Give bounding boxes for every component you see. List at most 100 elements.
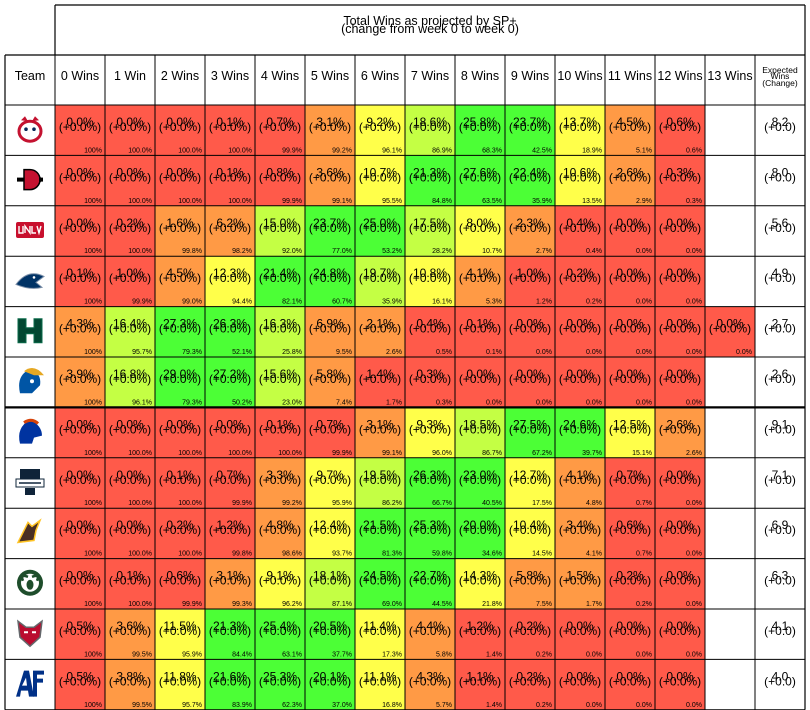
probability-label: 0.1%: [266, 417, 294, 431]
change-label: (+0.0%): [309, 422, 351, 436]
cumulative-label: 63.1%: [282, 651, 302, 658]
expected-wins-value: 4.0: [772, 669, 789, 683]
probability-label: 10.4%: [513, 518, 547, 532]
probability-cell: [455, 256, 505, 307]
table-row: 0.0%(+0.0%)100%0.0%(+0.0%)100.0%0.0%(+0.…: [17, 105, 796, 156]
probability-cell: [455, 357, 505, 408]
change-label: (+0.0%): [559, 271, 601, 285]
cumulative-label: 0.1%: [486, 349, 502, 356]
cumulative-label: 86.9%: [432, 147, 452, 154]
cumulative-label: 0.0%: [586, 702, 602, 709]
cumulative-label: 2.7%: [536, 248, 552, 255]
probability-cell: [355, 457, 405, 509]
cumulative-label: 0.0%: [636, 702, 652, 709]
probability-cell: [105, 457, 155, 509]
cumulative-label: 0.0%: [686, 349, 702, 356]
probability-cell: [355, 407, 405, 458]
probability-cell: [455, 155, 505, 206]
change-label: (+0.0%): [259, 574, 301, 588]
probability-cell: [505, 256, 555, 307]
change-label: (+0.0%): [409, 574, 451, 588]
change-label: (+0.0%): [59, 170, 101, 184]
probability-cell: [355, 205, 405, 257]
probability-label: 22.7%: [413, 569, 447, 583]
cumulative-label: 96.1%: [382, 147, 402, 154]
probability-cell: [255, 659, 305, 710]
probability-cell: [255, 205, 305, 257]
probability-cell: [655, 306, 705, 357]
cumulative-label: 99.0%: [182, 299, 202, 306]
cumulative-label: 0.2%: [636, 601, 652, 608]
change-label: (+0.0%): [559, 221, 601, 235]
probability-cell: [255, 407, 305, 458]
probability-cell: [105, 659, 155, 710]
column-header-wins: 4 Wins: [261, 69, 299, 83]
probability-label: 0.0%: [66, 417, 94, 431]
column-header-wins: 8 Wins: [461, 69, 499, 83]
cumulative-label: 84.4%: [232, 651, 252, 658]
change-label: (+0.0%): [609, 372, 651, 386]
probability-label: 5.8%: [516, 569, 544, 583]
cumulative-label: 81.3%: [382, 551, 402, 558]
change-label: (+0.0%): [209, 674, 251, 688]
change-label: (+0.0%): [259, 473, 301, 487]
probability-cell: [205, 105, 255, 156]
change-label: (+0.0%): [459, 372, 501, 386]
change-label: (+0.0%): [259, 170, 301, 184]
cumulative-label: 0.0%: [686, 299, 702, 306]
probability-label: 23.7%: [513, 115, 547, 129]
cumulative-label: 37.7%: [332, 651, 352, 658]
probability-cell: [105, 205, 155, 257]
change-label: (+0.0%): [709, 322, 751, 336]
probability-cell: [505, 609, 555, 660]
cumulative-label: 35.9%: [382, 299, 402, 306]
probability-label: 0.0%: [666, 669, 694, 683]
change-label: (+0.0%): [659, 674, 701, 688]
probability-cell: [55, 659, 105, 710]
change-label: (+0.0%): [359, 422, 401, 436]
change-label: (+0.0%): [659, 574, 701, 588]
probability-cell: [205, 407, 255, 458]
probability-label: 12.4%: [313, 518, 347, 532]
probability-cell: [305, 357, 355, 408]
cumulative-label: 95.5%: [382, 198, 402, 205]
probability-cell: [255, 609, 305, 660]
probability-label: 18.6%: [413, 115, 447, 129]
column-header-wins: 7 Wins: [411, 69, 449, 83]
probability-cell: [405, 457, 455, 509]
probability-cell: [55, 155, 105, 206]
probability-label: 13.7%: [563, 115, 597, 129]
probability-label: 23.0%: [463, 468, 497, 482]
probability-cell: [305, 155, 355, 206]
change-label: (+0.0%): [59, 574, 101, 588]
change-label: (+0.0%): [259, 372, 301, 386]
probability-label: 0.1%: [166, 468, 194, 482]
probability-label: 0.0%: [616, 266, 644, 280]
change-label: (+0.0%): [609, 322, 651, 336]
probability-label: 0.0%: [666, 266, 694, 280]
unlv-logo-icon: [16, 222, 44, 238]
probability-cell: [455, 306, 505, 357]
probability-cell: [455, 205, 505, 257]
cumulative-label: 23.0%: [282, 399, 302, 406]
cumulative-label: 2.6%: [686, 450, 702, 457]
probability-label: 0.3%: [666, 165, 694, 179]
probability-label: 25.8%: [463, 115, 497, 129]
chart-subtitle: (change from week 0 to week 0): [341, 22, 519, 36]
probability-label: 12.5%: [613, 417, 647, 431]
probability-label: 0.6%: [166, 569, 194, 583]
cumulative-label: 18.9%: [582, 147, 602, 154]
change-label: (+0.0%): [309, 322, 351, 336]
probability-label: 22.4%: [513, 165, 547, 179]
table-row: 0.0%(+0.0%)100%0.2%(+0.0%)100.0%1.6%(+0.…: [16, 205, 796, 257]
probability-cell: [405, 659, 455, 710]
expected-wins-change: (+0.0): [764, 372, 796, 386]
probability-label: 0.0%: [666, 367, 694, 381]
probability-label: 10.7%: [363, 165, 397, 179]
cumulative-label: 99.5%: [132, 702, 152, 709]
change-label: (+0.0%): [659, 523, 701, 537]
change-label: (+0.0%): [109, 322, 151, 336]
change-label: (+0.0%): [359, 523, 401, 537]
probability-label: 0.0%: [116, 115, 144, 129]
probability-label: 0.0%: [666, 216, 694, 230]
